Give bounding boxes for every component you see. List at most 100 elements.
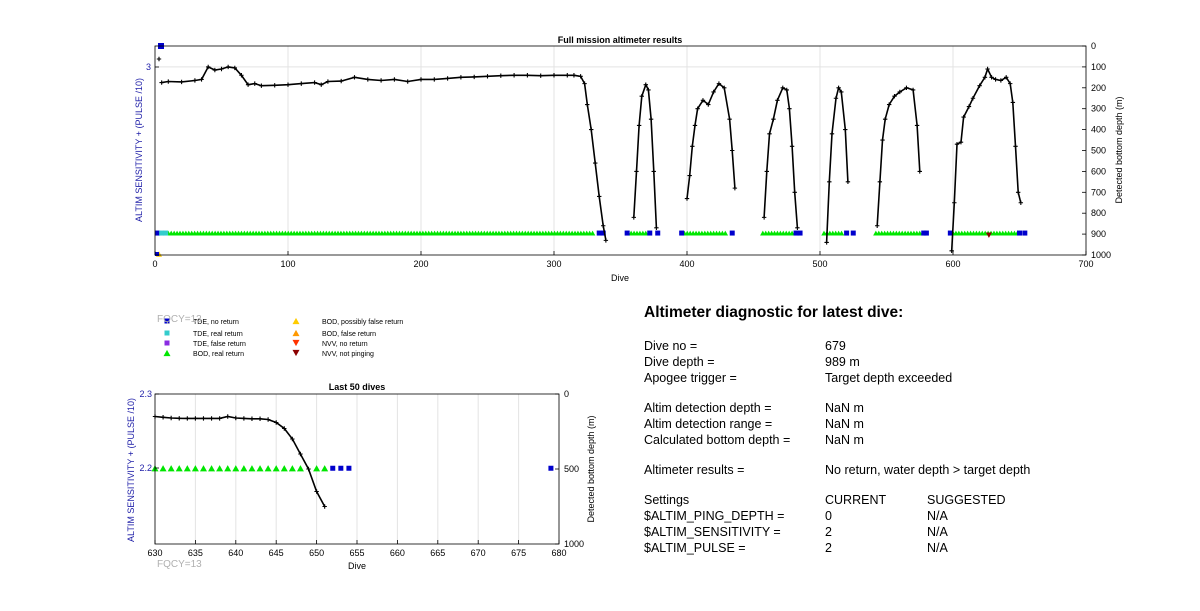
results-row: Altimeter results = No return, water dep… [644,462,1184,478]
bottom-depth-point [829,131,835,136]
bottom-depth-point [789,144,795,149]
tde-no-return-marker [797,230,803,236]
top-right-tick-label: 100 [1091,62,1106,72]
altim-range-label: Altim detection range = [644,417,773,431]
bottom-depth-point [206,64,211,70]
bottom-depth-point [571,73,577,78]
bottom-depth-point [961,114,966,120]
bottom-depth-point [239,73,244,78]
bottom-depth-point [958,139,964,145]
bottom-depth-point [339,78,344,84]
tde-no-return-marker [1022,230,1028,236]
bod-real-return-marker [313,465,321,472]
bottom-depth-point [265,417,271,422]
bottom-depth-point [306,466,311,472]
bottom-depth-point [177,416,182,421]
bottom-x-tick-label: 645 [269,548,284,558]
bottom-x-axis-label: Dive [348,561,366,571]
bottom-left-tick-label: 2.3 [139,389,152,399]
tde-no-return-marker [729,230,735,236]
legend-label: BOD, real return [193,351,244,358]
bottom-depth-point [249,416,255,421]
bottom-depth-point [1015,190,1021,195]
dive-depth-row: Dive depth = 989 m [644,354,1184,370]
corner-black-marker [156,56,162,62]
top-right-tick-label: 400 [1091,125,1106,135]
legend-triangle-down-icon [292,339,300,347]
bottom-depth-point [578,74,583,79]
top-right-tick-label: 300 [1091,104,1106,114]
legend-triangle-icon [292,317,300,325]
bottom-depth-point [730,148,735,153]
top-chart-title: Full mission altimeter results [558,35,683,45]
dive-no-value: 679 [825,339,846,353]
bottom-depth-point [185,416,190,421]
sensitivity-suggested: N/A [927,525,948,539]
tde-real-return-marker [159,230,165,236]
tde-no-return-marker [548,465,554,471]
bottom-depth-point [193,416,198,421]
top-marks [155,43,1028,257]
top-x-tick-label: 0 [152,259,157,269]
bottom-right-tick-label: 500 [564,464,579,474]
bottom-depth-point [636,123,642,128]
bottom-depth-point [646,87,651,93]
bottom-depth-point [639,93,644,99]
bottom-depth-point [233,415,238,421]
results-label: Altimeter results = [644,463,745,477]
altim-depth-row: Altim detection depth = NaN m [644,400,1184,416]
bottom-depth-point [232,65,237,71]
bottom-depth-point [217,416,222,421]
bottom-depth-point [917,169,922,174]
bottom-depth-point [910,87,916,93]
bod-real-return-marker [191,465,199,472]
bottom-depth-point [998,78,1004,83]
bottom-depth-point [843,127,848,132]
bottom-depth-point [651,169,656,174]
bottom-depth-point [716,81,722,86]
legend-triangle-icon [163,349,171,357]
bottom-depth-point [314,489,319,494]
bottom-depth-point [298,451,303,457]
bottom-depth-point [209,416,214,421]
legend: TDE, no return TDE, real return TDE, false… [163,317,403,358]
tde-real-return-marker [163,230,169,236]
bottom-right-axis-label: Detected bottom depth (m) [586,415,596,522]
bottom-depth-point [722,85,727,90]
bottom-depth-point [199,77,204,82]
top-x-tick-label: 500 [812,259,827,269]
bottom-depth-point [836,85,841,90]
bottom-left-axis-label: ALTIM SENSITIVITY + (PULSE /10) [126,398,136,542]
bod-real-return-marker [224,465,232,472]
bottom-depth-point [631,215,636,220]
legend-label: TDE, real return [193,331,243,338]
legend-triangle-down-icon [292,349,300,357]
bottom-depth-point [603,238,609,243]
bottom-depth-point [458,75,464,80]
bottom-marks [151,414,554,509]
bottom-chart: 630 635 640 645 650 655 660 665 670 675 680 0 500 100… [126,382,596,571]
bod-real-return-marker [167,465,175,472]
bottom-depth-point [949,248,954,254]
bottom-x-tick-label: 640 [228,548,243,558]
legend-square-icon [164,340,170,346]
ping-depth-label: $ALTIM_PING_DEPTH = [644,509,785,523]
legend-triangle-icon [292,329,300,337]
bottom-depth-point [824,240,829,245]
bottom-depth-point [989,75,994,80]
bottom-ticks: 630 635 640 645 650 655 660 665 670 675 680 0 500 100… [139,389,584,558]
altim-range-row: Altim detection range = NaN m [644,416,1184,432]
top-right-tick-label: 500 [1091,146,1106,156]
bottom-x-tick-label: 665 [430,548,445,558]
bottom-depth-point [886,102,892,107]
top-x-tick-label: 300 [546,259,561,269]
bottom-depth-point [982,75,988,80]
tde-no-return-marker [923,230,929,236]
bottom-depth-point [322,504,327,509]
bottom-depth-point [259,83,264,88]
top-x-tick-label: 200 [413,259,428,269]
tde-no-return-marker [624,230,630,236]
tde-no-return-marker [338,465,344,471]
tde-no-return-marker [596,230,602,236]
bottom-depth-point [589,127,594,132]
